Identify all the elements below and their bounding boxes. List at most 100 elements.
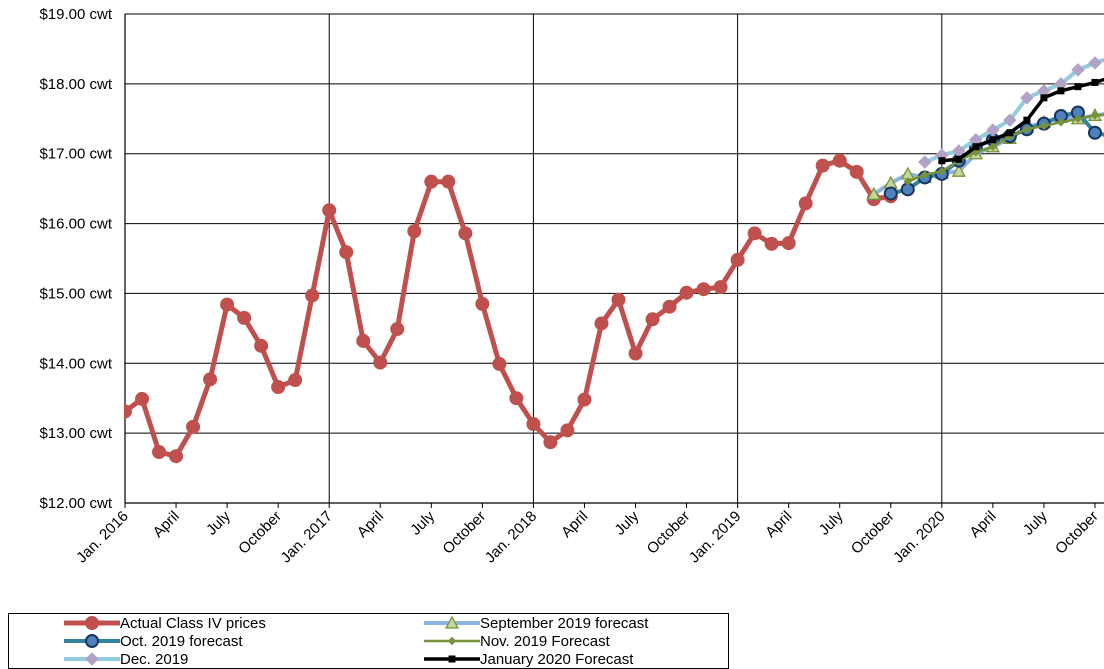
data-point: [645, 312, 660, 327]
data-point: [1091, 78, 1099, 86]
data-point: [492, 356, 507, 371]
data-point: [781, 236, 796, 251]
data-point: [972, 143, 980, 151]
x-tick-label: October: [644, 508, 694, 558]
y-tick-label: $16.00 cwt: [39, 216, 112, 233]
data-point: [444, 615, 460, 629]
data-point: [679, 285, 694, 300]
data-point: [866, 186, 881, 200]
legend-label: Oct. 2019 forecast: [120, 632, 243, 650]
data-point: [152, 445, 167, 460]
data-point: [186, 419, 201, 434]
data-point: [764, 236, 779, 251]
data-point: [124, 404, 132, 419]
data-point: [1040, 94, 1048, 102]
legend-label: September 2019 forecast: [480, 614, 649, 632]
data-point: [169, 449, 184, 464]
data-point: [1056, 118, 1066, 127]
data-point: [526, 417, 541, 432]
x-tick-label: Jan. 2019: [686, 508, 745, 567]
data-point: [447, 636, 457, 646]
x-tick-label: April: [558, 508, 591, 541]
y-axis: $19.00 cwt $18.00 cwt $17.00 cwt $16.00 cwt…: [39, 6, 112, 512]
data-point: [1020, 91, 1034, 105]
data-point: [390, 322, 405, 337]
data-point: [971, 148, 981, 157]
data-point: [628, 346, 643, 361]
data-point: [220, 297, 235, 312]
x-tick-label: July: [611, 507, 642, 538]
legend-label: January 2020 Forecast: [480, 650, 634, 668]
data-point: [305, 288, 320, 303]
data-point: [1022, 125, 1032, 134]
data-point: [937, 166, 947, 176]
legend-swatch: [424, 636, 480, 646]
data-point: [1003, 113, 1017, 127]
data-point: [441, 174, 456, 189]
data-point: [918, 155, 932, 169]
data-point: [475, 296, 490, 311]
legend-swatch: [424, 615, 480, 629]
data-point: [832, 153, 847, 168]
data-point: [373, 355, 388, 370]
data-point: [713, 280, 728, 295]
data-point: [424, 174, 439, 189]
data-point: [611, 292, 626, 307]
x-tick-label: October: [235, 508, 285, 558]
x-tick-label: July: [407, 507, 438, 538]
data-point: [662, 299, 677, 314]
data-point: [407, 224, 422, 239]
y-tick-label: $13.00 cwt: [39, 425, 112, 442]
data-point: [135, 391, 150, 406]
legend-item: Actual Class IV prices: [64, 614, 266, 632]
legend-swatch: [64, 652, 120, 666]
series-0: [124, 153, 898, 464]
chart-series: [124, 56, 1104, 464]
legend-item: January 2020 Forecast: [424, 650, 633, 668]
x-tick-label: Jan. 2018: [482, 508, 541, 567]
legend-item: Oct. 2019 forecast: [64, 632, 243, 650]
legend-label: Actual Class IV prices: [120, 614, 266, 632]
data-point: [288, 373, 303, 388]
data-point: [815, 158, 830, 173]
data-point: [271, 380, 286, 395]
y-tick-label: $18.00 cwt: [39, 76, 112, 93]
line-chart: $19.00 cwt $18.00 cwt $17.00 cwt $16.00 cwt…: [39, 6, 1104, 566]
data-point: [1023, 116, 1031, 124]
series-5: [938, 77, 1104, 165]
x-tick-label: July: [1020, 507, 1051, 538]
legend-swatch: [64, 634, 120, 648]
x-tick-label: October: [1052, 508, 1102, 558]
data-point: [85, 652, 99, 666]
data-point: [85, 616, 99, 630]
data-point: [989, 136, 997, 144]
data-point: [696, 282, 711, 297]
data-point: [1073, 114, 1083, 123]
data-point: [1006, 129, 1014, 137]
data-point: [747, 226, 762, 241]
data-point: [85, 634, 99, 648]
x-tick-label: October: [439, 508, 489, 558]
data-point: [883, 186, 898, 201]
data-point: [988, 142, 998, 151]
x-tick-label: April: [762, 508, 795, 541]
y-tick-label: $19.00 cwt: [39, 6, 112, 23]
x-tick-label: Jan. 2020: [890, 508, 949, 567]
data-point: [458, 226, 473, 241]
y-tick-label: $15.00 cwt: [39, 285, 112, 302]
x-tick-label: April: [966, 508, 999, 541]
data-point: [577, 392, 592, 407]
data-point: [1088, 56, 1102, 70]
data-point: [903, 177, 912, 186]
legend-swatch: [424, 655, 480, 663]
data-point: [203, 372, 218, 387]
data-point: [237, 310, 252, 325]
data-point: [1074, 83, 1082, 91]
series-line: [124, 158, 892, 459]
x-tick-label: Jan. 2016: [73, 508, 132, 567]
x-tick-label: October: [848, 508, 898, 558]
data-point: [1087, 125, 1102, 140]
data-point: [543, 435, 558, 450]
chart-grid: [124, 13, 1104, 504]
